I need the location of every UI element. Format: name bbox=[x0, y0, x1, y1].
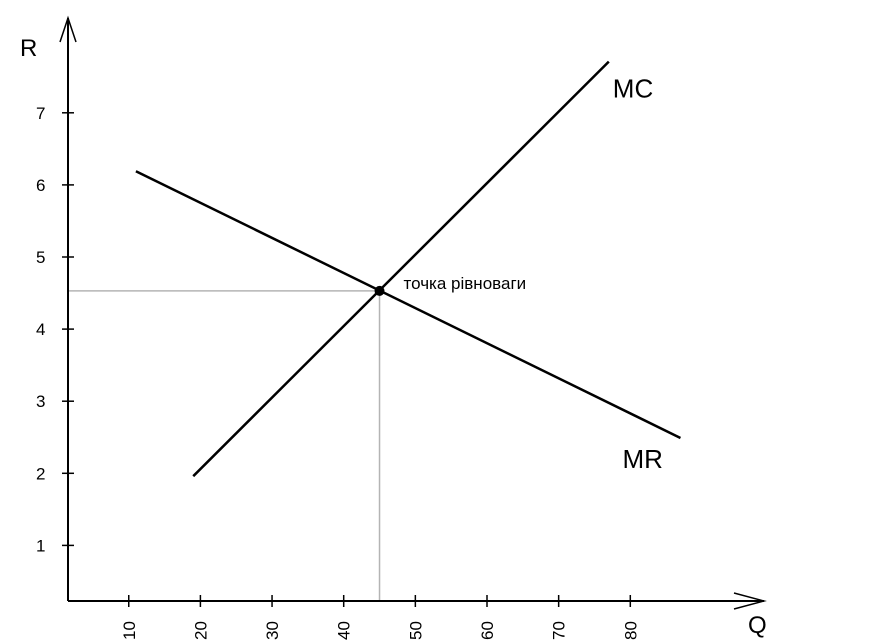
annotation-layer: точка рівноваги bbox=[374, 274, 527, 296]
equilibrium-label: точка рівноваги bbox=[404, 274, 527, 293]
x-tick-label: 50 bbox=[406, 621, 425, 640]
y-ticks: 1 2 3 4 5 6 7 bbox=[36, 104, 74, 555]
series-line-mc bbox=[192, 60, 610, 478]
y-tick-label: 4 bbox=[36, 320, 45, 339]
y-tick-label: 3 bbox=[36, 392, 45, 411]
series-label-mc: MC bbox=[613, 74, 653, 104]
y-axis-label: R bbox=[20, 35, 37, 62]
y-tick-label: 1 bbox=[36, 536, 45, 555]
x-tick-label: 30 bbox=[263, 621, 282, 640]
x-tick-label: 70 bbox=[550, 621, 569, 640]
y-tick-label: 5 bbox=[36, 248, 45, 267]
equilibrium-point bbox=[374, 285, 385, 296]
x-ticks: 10 20 30 40 50 60 70 80 bbox=[120, 595, 640, 640]
x-axis-label: Q bbox=[748, 612, 767, 639]
y-tick-label: 7 bbox=[36, 104, 45, 123]
series-line-mr bbox=[135, 170, 682, 440]
series-label-mr: MR bbox=[622, 444, 662, 474]
y-tick-label: 6 bbox=[36, 176, 45, 195]
y-axis-arrowhead bbox=[59, 15, 77, 43]
x-axis-arrowhead bbox=[733, 592, 767, 610]
x-tick-label: 80 bbox=[621, 621, 640, 640]
guide-lines bbox=[68, 290, 381, 601]
x-tick-label: 10 bbox=[120, 621, 139, 640]
y-tick-label: 2 bbox=[36, 464, 45, 483]
axes: 1 2 3 4 5 6 7 10 20 30 40 50 60 70 80 R Q bbox=[20, 15, 767, 640]
x-tick-label: 40 bbox=[335, 621, 354, 640]
series-layer: MC MR bbox=[135, 60, 682, 478]
x-tick-label: 60 bbox=[478, 621, 497, 640]
x-tick-label: 20 bbox=[191, 621, 210, 640]
